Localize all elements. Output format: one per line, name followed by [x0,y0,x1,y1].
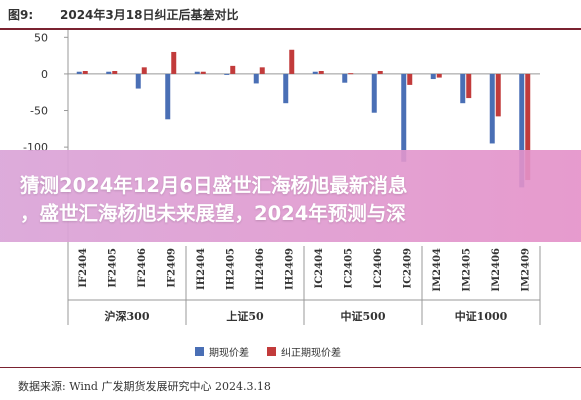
headline-text: 猜测2024年12月6日盛世汇海杨旭最新消息 ，盛世汇海杨旭未来展望，2024年… [20,172,580,228]
y-tick-label: -50 [30,105,48,118]
x-tick-label: IH2405 [225,248,236,290]
bar-corrected-ic2404 [318,70,324,74]
bar-basis-ih2409 [283,73,289,104]
x-tick-label: IM2406 [491,248,502,292]
bar-corrected-ih2409 [289,49,295,74]
figure-label: 图9: [8,8,34,22]
chart-legend: 期现价差 纠正期现价差 [195,344,341,359]
bar-corrected-ih2405 [230,65,236,74]
footer-divider [0,367,581,368]
legend-label-corrected-basis: 纠正期现价差 [281,348,341,359]
group-label: 上证50 [226,309,264,323]
figure-header: 图9: 2024年3月18日纠正后基差对比 [0,0,581,30]
bar-basis-if2409 [165,73,171,120]
bar-corrected-im2404 [436,73,442,78]
bar-basis-ic2406 [371,73,377,113]
figure-title: 2024年3月18日纠正后基差对比 [60,8,239,22]
bar-basis-im2406 [489,73,495,144]
x-tick-label: IM2405 [461,248,472,292]
bar-corrected-im2406 [495,73,501,117]
x-tick-label: IH2409 [284,248,295,290]
bar-corrected-if2409 [171,51,177,74]
bar-corrected-ic2409 [407,73,413,85]
x-tick-label: IF2404 [78,248,89,288]
x-tick-label: IF2409 [166,248,177,288]
x-tick-label: IC2406 [373,248,384,289]
headline-line-2: ，盛世汇海杨旭未来展望，2024年预测与深 [20,202,406,225]
source-note: 数据来源: Wind 广发期货发展研究中心 2024.3.18 [18,380,271,393]
bar-corrected-ic2405 [348,73,354,75]
bar-corrected-ih2404 [200,71,206,74]
y-tick-label: 0 [41,68,48,81]
headline-line-1: 猜测2024年12月6日盛世汇海杨旭最新消息 [20,174,408,197]
bar-corrected-im2409 [525,73,531,181]
bar-basis-im2409 [519,73,525,188]
bar-basis-im2404 [430,73,436,80]
bar-corrected-if2404 [82,70,88,74]
x-tick-label: IC2404 [314,248,325,289]
bar-corrected-if2406 [141,67,147,74]
bar-corrected-ih2406 [259,67,265,74]
headline-banner: 猜测2024年12月6日盛世汇海杨旭最新消息 ，盛世汇海杨旭未来展望，2024年… [0,150,581,242]
x-tick-label: IH2406 [255,248,266,290]
bar-basis-ic2404 [312,71,318,74]
bar-basis-if2405 [106,71,112,74]
legend-swatch-basis [195,347,204,356]
x-tick-label: IF2406 [137,248,148,288]
bar-corrected-im2405 [466,73,472,99]
x-tick-label: IC2405 [343,248,354,289]
legend-swatch-corrected-basis [267,347,276,356]
x-tick-label: IC2409 [402,248,413,289]
x-tick-label: IF2405 [107,248,118,288]
bar-basis-ic2405 [342,73,348,83]
bar-basis-im2405 [460,73,466,104]
bar-basis-ih2406 [253,73,259,84]
legend-label-basis: 期现价差 [209,348,249,359]
bar-basis-ih2405 [224,73,230,75]
x-tick-label: IH2404 [196,248,207,290]
legend-item-corrected-basis: 纠正期现价差 [267,344,341,359]
legend-item-basis: 期现价差 [195,344,249,359]
x-tick-label: IM2409 [520,248,531,292]
group-label: 沪深300 [105,309,150,323]
bar-corrected-ic2406 [377,70,383,74]
group-label: 中证500 [341,309,386,323]
x-tick-label: IM2404 [432,248,443,292]
y-tick-label: 50 [34,31,48,44]
bar-basis-if2404 [76,71,82,74]
bar-basis-ic2409 [401,73,407,162]
bar-basis-if2406 [135,73,141,89]
bar-basis-ih2404 [194,71,200,74]
group-label: 中证1000 [455,309,508,323]
bar-corrected-if2405 [112,70,118,74]
